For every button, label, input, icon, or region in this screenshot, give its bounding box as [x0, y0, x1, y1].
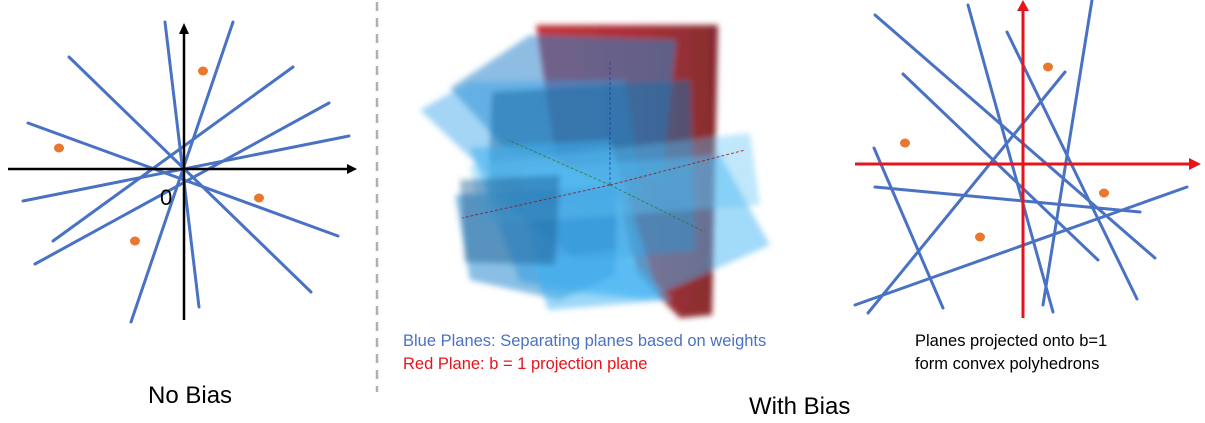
blue-planes-legend: Blue Planes: Separating planes based on … — [403, 332, 767, 350]
y-axis-arrowhead — [179, 23, 189, 34]
blue-plane-9 — [460, 175, 560, 265]
planes-cluster — [420, 25, 770, 318]
projected-caption-line2: form convex polyhedrons — [915, 355, 1100, 373]
projected-caption-line1: Planes projected onto b=1 — [915, 332, 1108, 350]
axes — [8, 30, 350, 320]
no-bias-diagram — [8, 20, 357, 324]
red-vertical-arrowhead — [1017, 0, 1029, 11]
3d-axes — [461, 60, 746, 233]
projected-lines — [853, 0, 1189, 315]
projected-data-points — [900, 62, 1109, 242]
red-horizontal-arrowhead — [1189, 158, 1201, 170]
no-bias-caption: No Bias — [148, 382, 233, 409]
data-points — [54, 66, 264, 246]
red-plane-legend: Red Plane: b = 1 projection plane — [403, 355, 648, 373]
with-bias-caption: With Bias — [749, 393, 851, 420]
blue-plane-8 — [532, 250, 672, 310]
x-axis-arrowhead — [347, 164, 357, 174]
origin-label: 0 — [160, 185, 173, 210]
